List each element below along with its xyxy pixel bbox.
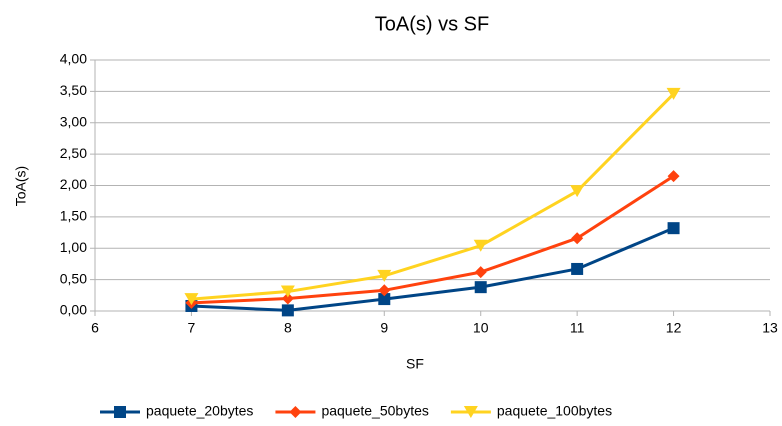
x-tick-label: 6 (91, 320, 99, 336)
marker (666, 87, 681, 100)
y-tick-label: 3,50 (60, 82, 87, 98)
y-tick-label: 2,50 (60, 145, 87, 161)
x-tick-label: 9 (380, 320, 388, 336)
x-tick-label: 7 (188, 320, 196, 336)
series-line (191, 226, 675, 312)
marker (473, 239, 488, 252)
x-tick-label: 10 (473, 320, 489, 336)
marker (281, 304, 294, 317)
x-tick-label: 8 (284, 320, 292, 336)
marker (667, 170, 680, 183)
marker (378, 293, 391, 306)
y-tick-label: 0,00 (60, 302, 87, 318)
marker (378, 284, 391, 297)
y-tick-label: 0,50 (60, 270, 87, 286)
marker (289, 406, 302, 418)
legend-label: paquete_100bytes (497, 403, 612, 419)
marker (570, 185, 585, 198)
marker (280, 285, 295, 298)
series-line (191, 174, 675, 305)
legend-label: paquete_20bytes (146, 403, 253, 419)
marker (281, 292, 294, 305)
chart-title: ToA(s) vs SF (375, 13, 489, 35)
y-tick-label: 1,50 (60, 208, 87, 224)
x-tick-label: 11 (570, 320, 585, 336)
x-tick-label: 12 (666, 320, 682, 336)
y-tick-label: 1,00 (60, 239, 87, 255)
y-tick-label: 3,00 (60, 113, 87, 129)
marker (114, 406, 126, 418)
marker (571, 232, 584, 245)
legend-label: paquete_50bytes (321, 403, 428, 419)
y-tick-label: 2,00 (60, 176, 87, 192)
marker (463, 406, 478, 418)
marker (667, 222, 680, 235)
series-line (191, 92, 675, 301)
x-axis-label: SF (406, 356, 424, 372)
y-axis-label: ToA(s) (13, 166, 29, 206)
y-tick-label: 4,00 (60, 51, 87, 67)
x-tick-label: 13 (762, 320, 778, 336)
marker (184, 293, 199, 306)
marker (474, 266, 487, 279)
marker (377, 269, 392, 282)
marker (474, 281, 487, 294)
marker (571, 262, 584, 275)
